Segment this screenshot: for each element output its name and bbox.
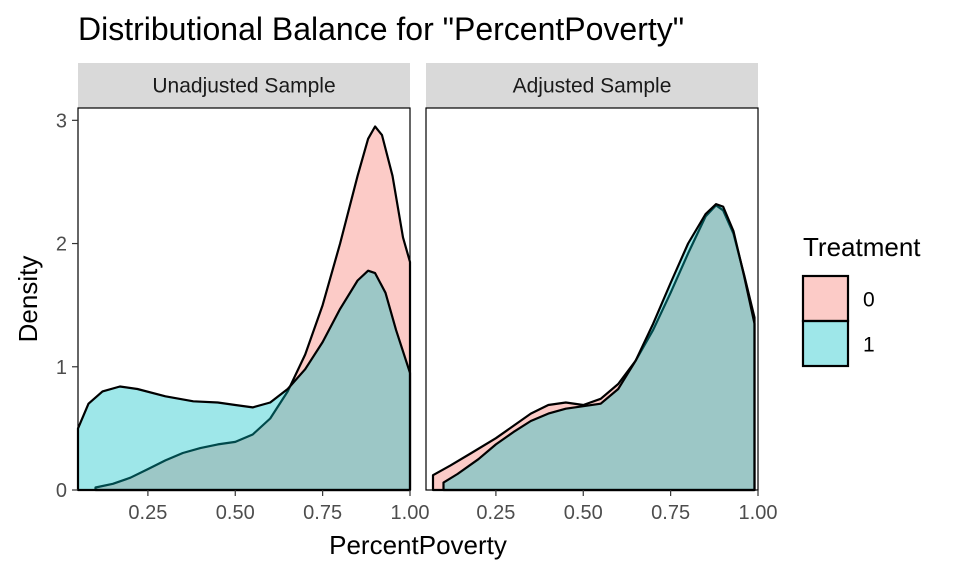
x-axis-title: PercentPoverty xyxy=(329,530,507,560)
facet-panels: Unadjusted Sample 0.25 0.50 0.75 1.00 0 1 2 3 Adj… xyxy=(56,63,778,524)
density-area-treatment-1 xyxy=(76,269,412,492)
legend-title: Treatment xyxy=(803,232,921,262)
x-tick-label: 0.75 xyxy=(651,502,690,524)
facet-strip-label: Adjusted Sample xyxy=(513,75,672,98)
density-area-treatment-1 xyxy=(442,203,756,492)
legend-key-treatment-0 xyxy=(801,274,850,323)
density-area-treatment-0 xyxy=(94,125,412,492)
panel-border xyxy=(77,107,411,491)
legend: Treatment 0 1 xyxy=(801,232,921,368)
facet-panel-1: Unadjusted Sample 0.25 0.50 0.75 1.00 0 1 2 3 xyxy=(56,63,430,524)
facet-strip-label: Unadjusted Sample xyxy=(152,75,335,98)
facet-panel-2: Adjusted Sample 0.25 0.50 0.75 1.00 xyxy=(425,63,778,524)
chart-title: Distributional Balance for "PercentPover… xyxy=(78,11,684,47)
x-tick-label: 0.50 xyxy=(564,502,603,524)
y-tick-label: 1 xyxy=(56,357,67,379)
facet-strip xyxy=(78,63,410,108)
x-tick-label: 1.00 xyxy=(739,502,778,524)
x-tick-label: 0.50 xyxy=(216,502,255,524)
y-tick-label: 3 xyxy=(56,110,67,132)
legend-label: 1 xyxy=(863,334,875,357)
y-axis-title: Density xyxy=(13,256,43,343)
facet-strip xyxy=(426,63,758,108)
y-tick-label: 2 xyxy=(56,234,67,256)
x-tick-label: 0.25 xyxy=(128,502,167,524)
y-tick-label: 0 xyxy=(56,480,67,502)
x-tick-label: 1.00 xyxy=(391,502,430,524)
x-tick-label: 0.75 xyxy=(303,502,342,524)
legend-label: 0 xyxy=(863,289,875,312)
panel-border xyxy=(425,107,759,491)
legend-key-treatment-1 xyxy=(801,319,850,368)
x-tick-label: 0.25 xyxy=(476,502,515,524)
